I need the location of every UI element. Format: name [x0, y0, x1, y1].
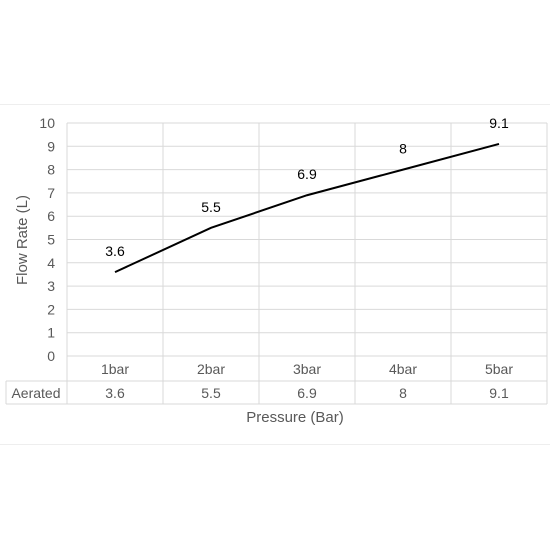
table-cell-2bar: 5.5: [201, 385, 221, 401]
chart-border-top: [0, 104, 550, 105]
table-cell-1bar: 3.6: [105, 385, 125, 401]
data-label-3bar: 6.9: [297, 166, 317, 182]
data-label-1bar: 3.6: [105, 243, 125, 259]
data-labels: 3.6 5.5 6.9 8 9.1: [105, 115, 509, 259]
table-cell-3bar: 6.9: [297, 385, 317, 401]
y-tick-4: 4: [47, 255, 55, 271]
y-tick-5: 5: [47, 232, 55, 248]
y-tick-8: 8: [47, 162, 55, 178]
y-tick-1: 1: [47, 325, 55, 341]
y-tick-0: 0: [47, 348, 55, 364]
y-tick-3: 3: [47, 278, 55, 294]
data-label-2bar: 5.5: [201, 199, 221, 215]
gridlines: [5, 122, 548, 405]
x-axis-title: Pressure (Bar): [246, 409, 344, 426]
table-cell-5bar: 9.1: [489, 385, 509, 401]
y-tick-6: 6: [47, 208, 55, 224]
y-tick-10: 10: [39, 115, 55, 131]
chart-border-bottom: [0, 444, 550, 445]
data-table: Aerated 3.6 5.5 6.9 8 9.1: [11, 385, 508, 401]
x-tick-5bar: 5bar: [485, 361, 513, 377]
x-tick-3bar: 3bar: [293, 361, 321, 377]
y-tick-2: 2: [47, 301, 55, 317]
y-tick-9: 9: [47, 138, 55, 154]
x-tick-2bar: 2bar: [197, 361, 225, 377]
data-label-5bar: 9.1: [489, 115, 509, 131]
table-cell-4bar: 8: [399, 385, 407, 401]
series-group: [114, 143, 500, 274]
data-label-4bar: 8: [399, 141, 407, 157]
y-axis-title: Flow Rate (L): [14, 195, 31, 285]
series-line-0: [114, 143, 500, 274]
y-tick-7: 7: [47, 185, 55, 201]
x-tick-4bar: 4bar: [389, 361, 417, 377]
x-tick-labels: 1bar 2bar 3bar 4bar 5bar: [101, 361, 513, 377]
table-row-label: Aerated: [11, 385, 60, 401]
x-tick-1bar: 1bar: [101, 361, 129, 377]
y-tick-labels: 0 1 2 3 4 5 6 7 8 9 10: [39, 115, 55, 364]
